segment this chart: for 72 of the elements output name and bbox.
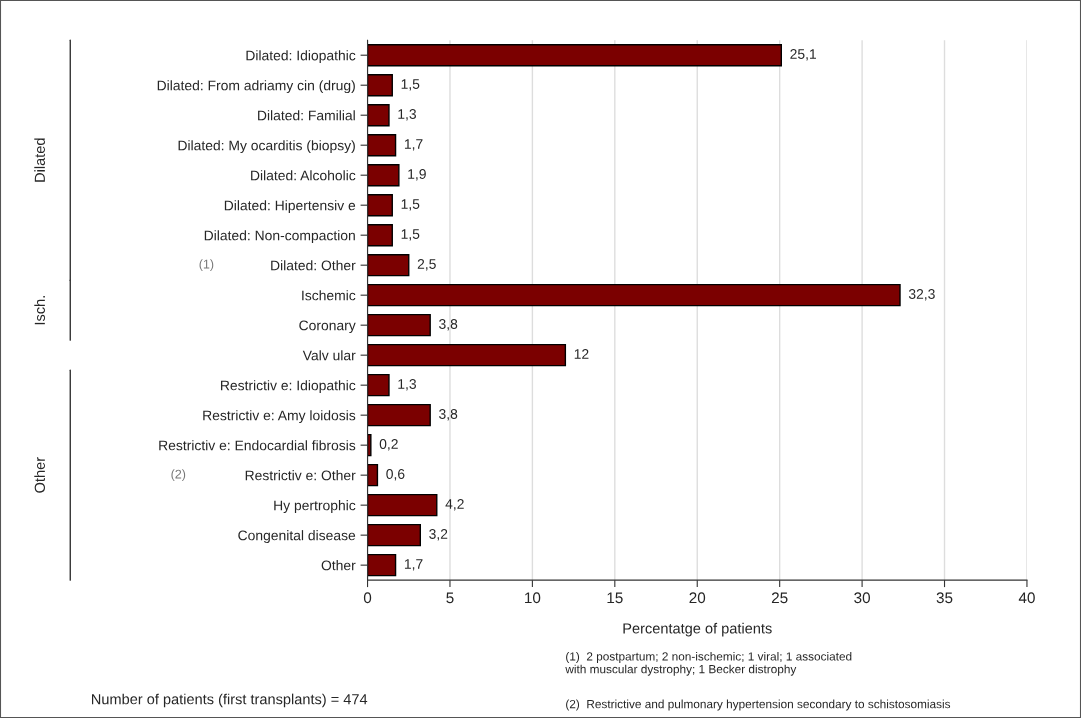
x-tick-label: 30 — [854, 592, 870, 604]
bar — [367, 433, 372, 457]
bar — [367, 253, 410, 277]
y-tick-label: Dilated: From adriamy cin (drug) — [157, 80, 355, 94]
y-tick-label: Dilated: Other — [271, 260, 356, 271]
y-tick-label: Dilated: Alcoholic — [251, 170, 356, 181]
y-tick-label: Dilated: My ocarditis (biopsy) — [178, 140, 355, 154]
y-tick-label: Ischemic — [302, 290, 356, 301]
x-tick-label: 5 — [446, 592, 454, 604]
bar — [367, 553, 397, 577]
text: Isch. — [34, 296, 45, 325]
data-label: 25,1 — [790, 49, 817, 61]
y-tick-label: Restrictiv e: Idiopathic — [221, 380, 356, 394]
y-tick-label: Restrictiv e: Amy loidosis — [203, 410, 356, 424]
data-label: 3,2 — [429, 529, 448, 541]
y-tick-label: Dilated: Hipertensiv e — [224, 200, 356, 214]
data-label: 32,3 — [908, 289, 935, 301]
text: (2) — [171, 469, 186, 481]
data-label: 1,3 — [398, 109, 416, 121]
bar — [367, 283, 901, 307]
bar — [367, 403, 431, 427]
y-tick-label: Congenital disease — [238, 530, 356, 544]
bar — [367, 373, 390, 397]
data-label: 12 — [574, 349, 589, 359]
y-tick-label: Dilated: Non-compaction — [204, 230, 355, 244]
x-tick-label: 35 — [936, 592, 953, 604]
text: Other — [34, 457, 45, 493]
bar — [367, 163, 400, 187]
y-tick-label: Dilated: Familial — [258, 110, 355, 121]
text: Number of patients (first transplants) = 474 — [92, 693, 368, 708]
data-label: 3,8 — [439, 319, 458, 331]
x-tick-label: 15 — [607, 592, 623, 604]
x-tick-label: 25 — [771, 592, 788, 604]
bar — [367, 343, 567, 367]
text: Dilated — [34, 138, 45, 182]
bar — [367, 313, 431, 337]
bar — [367, 493, 438, 517]
data-label: 1,3 — [398, 379, 416, 391]
data-label: 1,9 — [408, 169, 426, 181]
bar — [367, 74, 393, 97]
y-tick-label: Coronary — [299, 320, 356, 334]
data-label: 1,7 — [404, 559, 423, 571]
bar — [367, 104, 390, 127]
y-tick-label: Restrictiv e: Endocardial fibrosis — [159, 440, 356, 451]
data-label: 4,2 — [445, 499, 464, 511]
x-tick-label: 10 — [525, 592, 541, 604]
data-label: 0,2 — [379, 439, 398, 451]
y-tick-label: Hy pertrophic — [274, 500, 356, 514]
x-tick-label: 20 — [689, 592, 706, 604]
bar — [367, 44, 783, 67]
text: (1) — [199, 259, 214, 271]
y-tick-label: Valv ular — [302, 350, 356, 361]
y-tick-label: Other — [321, 560, 356, 571]
data-label: 0,6 — [386, 469, 405, 481]
y-tick-label: Restrictiv e: Other — [245, 470, 356, 481]
data-label: 3,8 — [439, 409, 458, 421]
bar — [367, 463, 379, 487]
data-label: 1,5 — [401, 229, 420, 241]
text: (1) 2 postpartum; 2 non-ischemic; 1 viral; 1 associated with muscular dystrophy; 1 Becker distrophy — [565, 651, 852, 676]
data-label: 1,7 — [404, 139, 423, 151]
bar — [367, 193, 393, 217]
y-tick-label: Dilated: Idiopathic — [246, 50, 356, 64]
bar — [367, 523, 421, 547]
x-tick-label: 0 — [363, 592, 372, 604]
x-tick-label: 40 — [1018, 592, 1035, 604]
bar — [367, 134, 397, 157]
data-label: 1,5 — [401, 79, 420, 91]
text: (2) Restrictive and pulmonary hypertension secondary to schistosomiasis — [566, 699, 951, 711]
data-label: 2,5 — [417, 259, 436, 271]
data-label: 1,5 — [401, 199, 420, 211]
x-axis-title: Percentatge of patients — [623, 622, 772, 637]
bar — [367, 223, 393, 247]
